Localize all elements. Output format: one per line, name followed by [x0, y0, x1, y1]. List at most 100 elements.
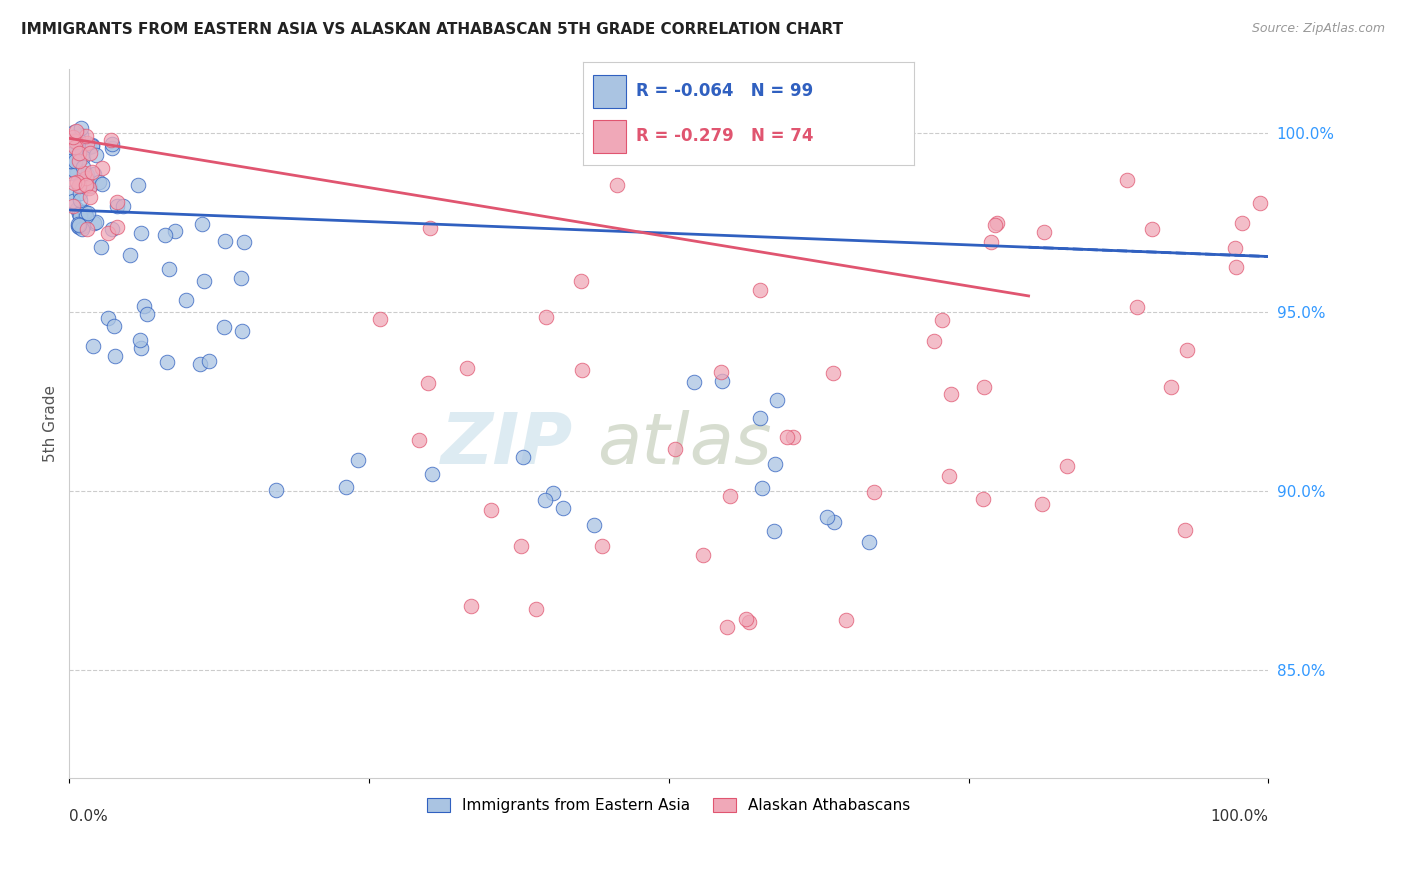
Point [231, 324, 253, 338]
Point [66, 202, 89, 216]
Point [67, 178, 90, 193]
Point [592, 539, 614, 553]
Point [67, 218, 90, 232]
Point [97, 311, 120, 326]
Point [835, 613, 858, 627]
Point [1225, 260, 1247, 274]
Point [70, 205, 93, 219]
Bar [593, 75, 627, 108]
Point [90, 240, 112, 254]
Point [65, 160, 87, 174]
Point [155, 228, 177, 243]
Point [460, 599, 482, 613]
Point [73, 166, 96, 180]
Text: ZIP: ZIP [440, 409, 572, 479]
Point [103, 319, 125, 334]
Point [347, 453, 370, 467]
Point [62, 199, 84, 213]
Point [101, 141, 124, 155]
Point [90, 161, 112, 175]
Point [59, 154, 82, 169]
Point [63, 140, 86, 154]
Point [711, 374, 734, 388]
Point [1249, 196, 1271, 211]
Point [737, 615, 759, 629]
Point [131, 342, 153, 356]
Text: 100.0%: 100.0% [1211, 809, 1268, 824]
Point [408, 433, 430, 447]
Point [214, 234, 236, 248]
Point [1125, 300, 1147, 314]
Point [1175, 343, 1198, 357]
Point [76, 136, 98, 150]
Point [83, 216, 105, 230]
Point [100, 132, 122, 146]
Point [751, 481, 773, 495]
Point [782, 430, 804, 444]
Point [606, 178, 628, 193]
Point [83, 167, 105, 181]
Point [79, 146, 101, 161]
Point [748, 283, 770, 297]
Point [512, 450, 534, 465]
Point [82, 339, 104, 353]
Point [419, 220, 441, 235]
Point [858, 534, 880, 549]
Point [82, 138, 104, 153]
Bar [593, 120, 627, 153]
Point [97, 226, 120, 240]
Point [924, 334, 946, 348]
Point [65, 124, 87, 138]
Point [335, 480, 357, 494]
Point [66, 175, 89, 189]
Point [479, 503, 502, 517]
Point [80, 165, 103, 179]
Point [716, 620, 738, 634]
Point [190, 217, 212, 231]
Point [69, 194, 91, 208]
Point [420, 467, 443, 481]
Text: R = -0.064   N = 99: R = -0.064 N = 99 [637, 82, 814, 100]
Point [66, 131, 89, 145]
Point [70, 222, 93, 236]
Point [105, 219, 128, 234]
Point [931, 313, 953, 327]
Point [75, 171, 97, 186]
Point [456, 360, 478, 375]
Point [60, 134, 83, 148]
Point [63, 144, 86, 158]
Point [59, 166, 82, 180]
Point [69, 210, 91, 224]
Text: R = -0.279   N = 74: R = -0.279 N = 74 [637, 128, 814, 145]
Point [582, 517, 605, 532]
Point [84, 148, 107, 162]
Point [79, 179, 101, 194]
Point [734, 612, 756, 626]
Point [939, 387, 962, 401]
Point [63, 153, 86, 168]
Point [72, 161, 94, 175]
Point [980, 235, 1002, 250]
Point [1174, 523, 1197, 537]
Point [59, 137, 82, 152]
Point [229, 271, 252, 285]
Point [986, 216, 1008, 230]
Point [815, 509, 838, 524]
Point [692, 548, 714, 562]
Point [823, 515, 845, 529]
Point [127, 178, 149, 193]
Point [63, 163, 86, 178]
Point [79, 190, 101, 204]
Point [87, 175, 110, 189]
Point [571, 273, 593, 287]
Point [188, 357, 211, 371]
Point [551, 501, 574, 516]
Point [131, 226, 153, 240]
Point [1230, 216, 1253, 230]
Point [118, 248, 141, 262]
Point [1031, 498, 1053, 512]
Point [973, 380, 995, 394]
Point [101, 136, 124, 151]
Point [66, 217, 89, 231]
Point [1140, 221, 1163, 235]
